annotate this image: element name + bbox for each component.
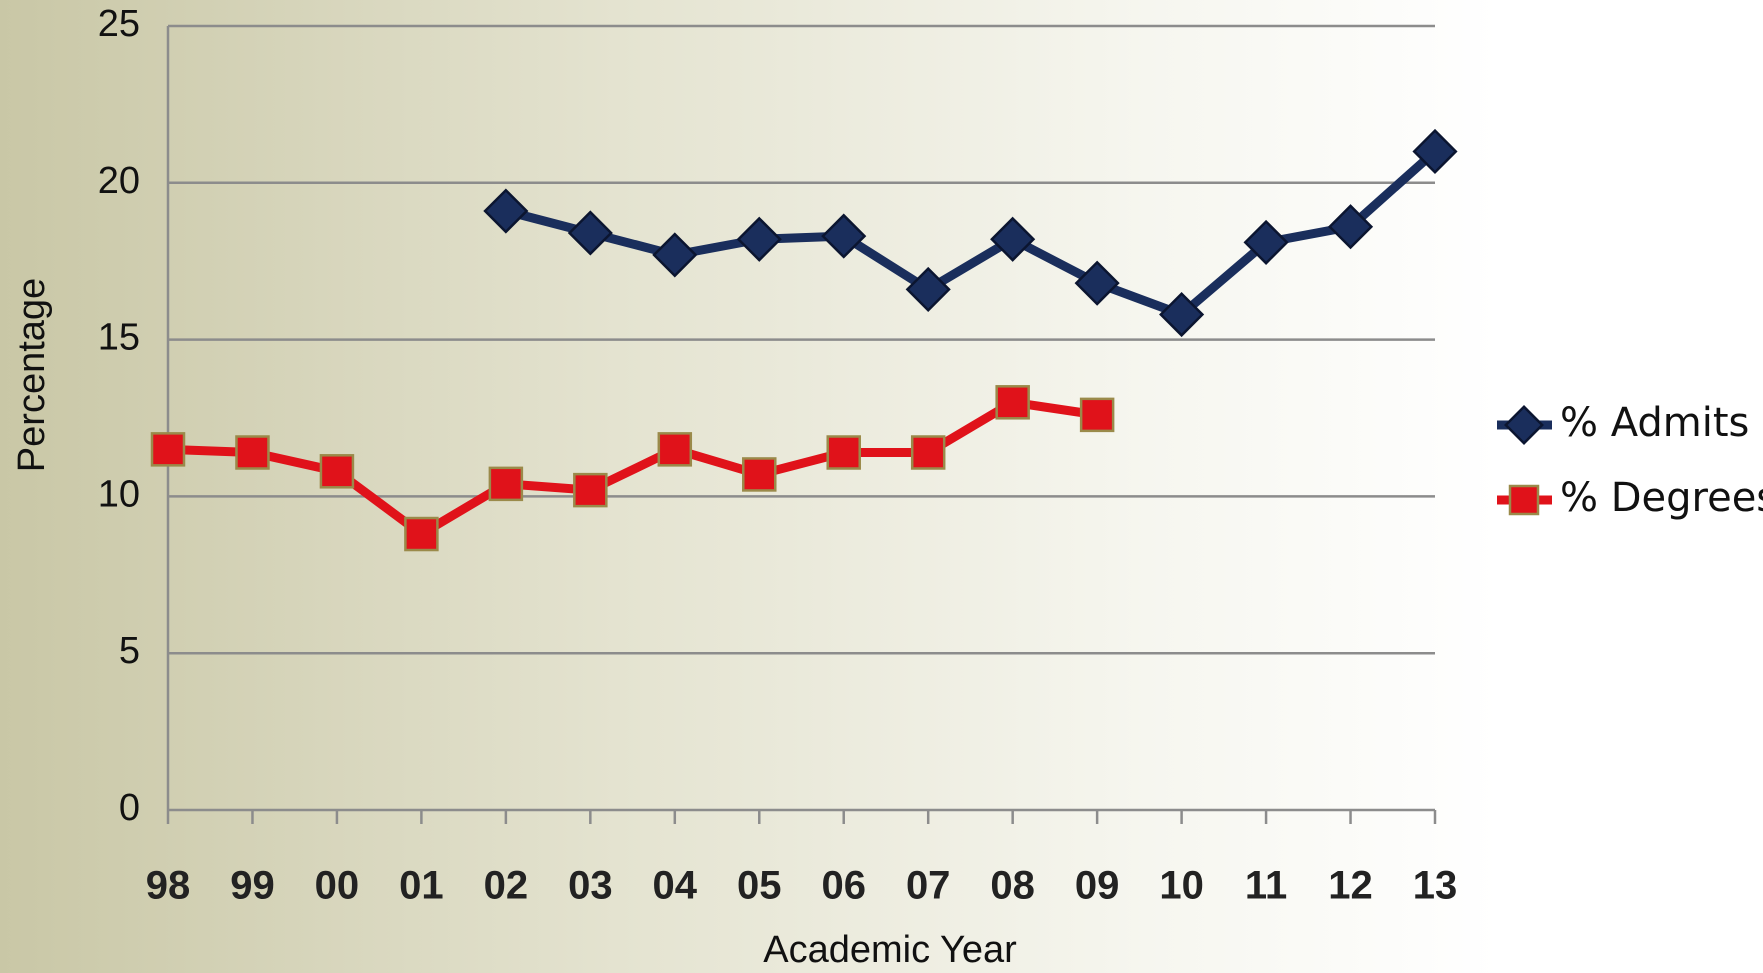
x-tick-label: 11: [1245, 864, 1287, 908]
data-point: [995, 385, 1030, 420]
series-line: [504, 148, 1438, 320]
x-tick-label: 01: [399, 864, 444, 908]
x-tick-label: 09: [1075, 864, 1120, 908]
data-point: [235, 435, 270, 470]
legend-marker: [1504, 405, 1544, 445]
y-axis-label: Percentage: [11, 278, 53, 472]
x-tick-label: 05: [737, 864, 782, 908]
data-point: [488, 466, 524, 502]
y-tick-label: 20: [98, 160, 140, 202]
data-point: [905, 266, 951, 312]
x-tick-label: 12: [1328, 864, 1373, 908]
legend-label: % Degrees: [1560, 475, 1763, 521]
data-point: [736, 216, 782, 262]
data-point: [990, 216, 1036, 262]
data-point: [573, 472, 608, 508]
data-point: [1412, 128, 1458, 175]
x-tick-label: 04: [653, 864, 698, 908]
data-point: [1159, 291, 1205, 338]
data-point: [821, 213, 867, 259]
data-point: [150, 432, 186, 467]
y-tick-label: 10: [98, 473, 140, 515]
data-point: [657, 432, 693, 467]
x-tick-label: 99: [230, 864, 275, 908]
x-axis-label: Academic Year: [763, 929, 1017, 971]
x-tick-label: 06: [821, 864, 866, 908]
data-point: [567, 210, 613, 256]
data-point: [742, 457, 777, 492]
x-tick-label: 10: [1159, 864, 1204, 908]
data-point: [1327, 204, 1374, 250]
data-point: [652, 232, 698, 278]
x-tick-label: 00: [315, 864, 360, 908]
x-tick-label: 08: [990, 864, 1035, 908]
data-point: [826, 435, 861, 470]
y-tick-label: 0: [119, 787, 140, 829]
data-point: [483, 188, 529, 234]
x-tick-label: 02: [484, 864, 529, 908]
data-point: [910, 435, 946, 470]
data-point: [1074, 260, 1120, 306]
x-tick-label: 07: [906, 864, 951, 908]
legend-marker: [1508, 484, 1540, 516]
x-tick-label: 98: [146, 864, 191, 908]
y-tick-label: 5: [119, 630, 140, 672]
series-line: [167, 397, 1098, 539]
y-tick-label: 25: [98, 3, 140, 45]
data-point: [319, 454, 355, 489]
data-point: [1079, 397, 1115, 433]
y-tick-label: 15: [98, 317, 140, 359]
legend-label: % Admits: [1560, 400, 1749, 446]
x-tick-label: 03: [568, 864, 613, 908]
data-point: [404, 516, 439, 552]
x-tick-label: 13: [1413, 864, 1458, 908]
data-point: [1243, 219, 1289, 265]
